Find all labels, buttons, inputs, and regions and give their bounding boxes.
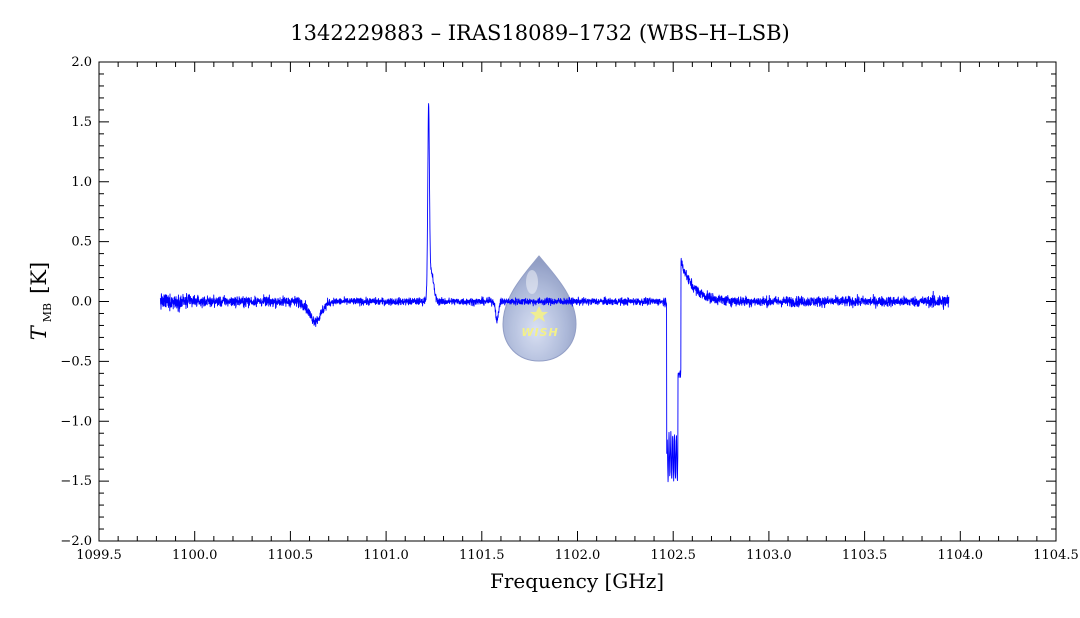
y-tick-label: −0.5 bbox=[60, 354, 92, 369]
x-tick-label: 1103.5 bbox=[842, 548, 888, 563]
y-tick-label: −1.5 bbox=[60, 474, 92, 489]
x-tick-label: 1100.0 bbox=[172, 548, 218, 563]
x-tick-label: 1099.5 bbox=[76, 548, 122, 563]
x-tick-label: 1104.0 bbox=[938, 548, 984, 563]
y-tick-label: −1.0 bbox=[60, 414, 92, 429]
y-tick-label: −2.0 bbox=[60, 534, 92, 549]
spectrum-series-line bbox=[159, 103, 950, 483]
y-tick-label: 1.5 bbox=[71, 115, 92, 130]
svg-text:T MB [K]: T MB [K] bbox=[27, 262, 55, 340]
watermark-text: WISH bbox=[521, 326, 558, 339]
y-tick-label: 2.0 bbox=[71, 55, 92, 70]
x-axis-label: Frequency [GHz] bbox=[490, 569, 664, 593]
y-tick-label: 1.0 bbox=[71, 175, 92, 190]
y-tick-label: 0.0 bbox=[71, 295, 92, 310]
axes: 1099.5 1100.0 1100.5 1101.0 1101.5 1102.0 1102… bbox=[60, 55, 1078, 563]
chart-title: 1342229883 – IRAS18089–1732 (WBS–H–LSB) bbox=[290, 21, 789, 45]
wish-watermark-logo: WISH bbox=[502, 255, 577, 362]
x-tick-label: 1103.0 bbox=[746, 548, 792, 563]
x-tick-label: 1104.5 bbox=[1033, 548, 1079, 563]
y-axis-label: T MB [K] bbox=[27, 262, 55, 340]
x-tick-label: 1101.0 bbox=[363, 548, 409, 563]
y-axis-label-unit: [K] bbox=[27, 262, 51, 294]
y-tick-label: 0.5 bbox=[71, 235, 92, 250]
x-tick-label: 1101.5 bbox=[459, 548, 505, 563]
x-tick-label: 1100.5 bbox=[268, 548, 314, 563]
y-axis-label-main: T bbox=[27, 324, 51, 340]
x-tick-label: 1102.5 bbox=[650, 548, 696, 563]
x-tick-label: 1102.0 bbox=[555, 548, 601, 563]
y-axis-label-sub: MB bbox=[41, 303, 54, 322]
plot-area bbox=[159, 103, 950, 483]
